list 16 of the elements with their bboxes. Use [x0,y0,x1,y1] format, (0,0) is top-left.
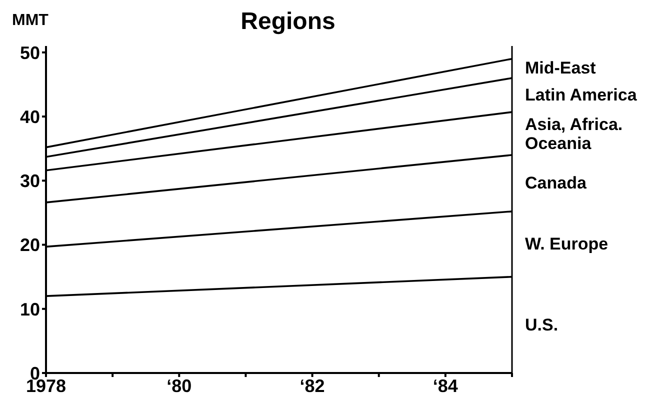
y-axis-title: MMT [12,12,48,30]
series-label: Latin America [525,86,638,105]
series-label: Canada [525,174,588,193]
y-tick-label: 40 [20,106,40,127]
y-tick-label: 50 [20,42,40,63]
chart-title: Regions [240,8,336,36]
series-label: Asia, Africa. Oceania [525,114,624,153]
x-tick-label: ‘84 [432,376,458,396]
x-tick-label: ‘80 [166,376,192,396]
series-label: W. Europe [525,234,610,254]
y-tick-label: 30 [20,171,40,192]
series-label: Mid-East [525,58,597,78]
y-tick-label: 20 [20,235,40,256]
text: U.S. [525,315,560,334]
y-tick-label: 10 [20,299,40,320]
x-tick-label: ‘82 [300,376,325,396]
